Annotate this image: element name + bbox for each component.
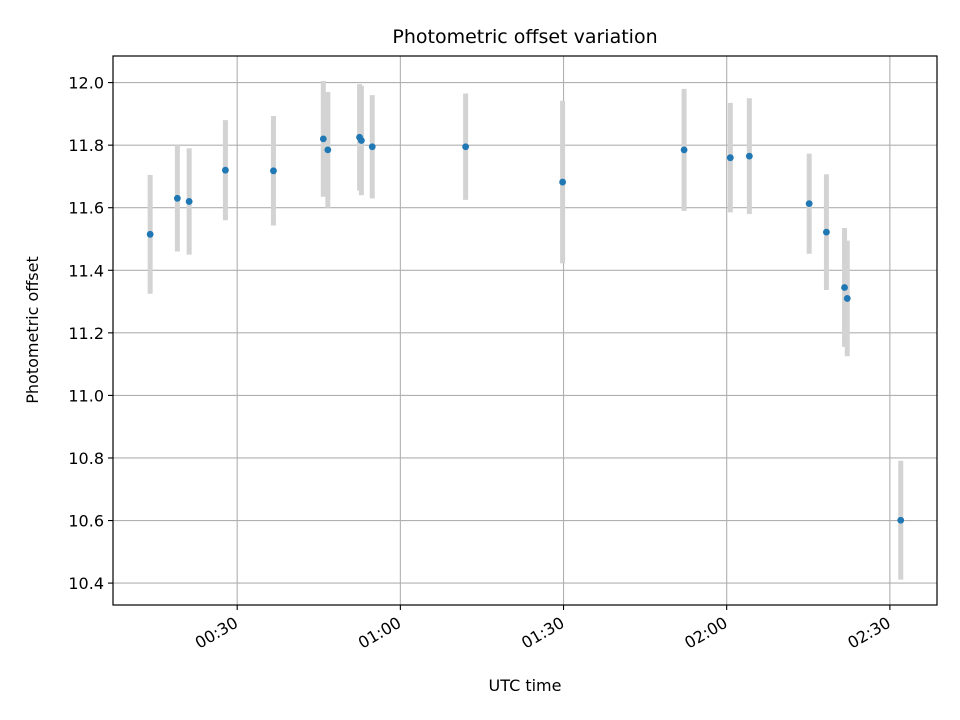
y-tick-label: 11.0 xyxy=(68,386,104,405)
data-point xyxy=(324,146,332,154)
x-axis-label: UTC time xyxy=(489,676,562,695)
x-tick-label: 01:00 xyxy=(355,613,404,653)
y-tick-label: 11.2 xyxy=(68,324,104,343)
x-tick-label: 02:30 xyxy=(844,613,893,653)
error-bars xyxy=(147,81,904,580)
y-axis-ticks: 10.4 10.6 10.8 11.0 11.2 11.4 11.6 11.8 12.0 xyxy=(68,74,113,593)
chart-title: Photometric offset variation xyxy=(392,26,657,48)
data-point xyxy=(745,152,753,160)
data-point xyxy=(185,198,193,205)
plot-frame xyxy=(112,55,938,606)
data-point xyxy=(726,154,734,162)
data-point xyxy=(680,146,688,154)
data-point xyxy=(146,230,154,238)
data-point xyxy=(319,135,327,143)
data-points xyxy=(146,133,905,524)
data-point xyxy=(559,178,567,186)
data-point xyxy=(805,200,813,208)
data-point xyxy=(270,167,277,175)
x-axis-ticks: 00:30 01:00 01:30 02:00 02:30 xyxy=(192,605,894,653)
data-point xyxy=(357,137,365,144)
data-point xyxy=(823,228,830,236)
y-tick-label: 10.4 xyxy=(68,574,104,593)
y-tick-label: 11.6 xyxy=(68,199,104,218)
y-tick-label: 10.8 xyxy=(68,449,104,468)
data-point xyxy=(843,295,851,302)
x-tick-label: 01:30 xyxy=(518,613,567,653)
data-point xyxy=(462,143,470,151)
y-tick-label: 12.0 xyxy=(68,74,104,93)
data-point xyxy=(897,516,905,524)
data-point xyxy=(222,166,229,174)
data-point xyxy=(368,143,376,151)
y-axis-label: Photometric offset xyxy=(23,256,42,404)
grid-lines xyxy=(113,56,937,605)
data-point xyxy=(841,284,848,291)
y-tick-label: 11.8 xyxy=(68,136,104,155)
data-point xyxy=(173,194,181,202)
y-tick-label: 10.6 xyxy=(68,512,104,531)
x-tick-label: 02:00 xyxy=(681,613,730,653)
x-tick-label: 00:30 xyxy=(192,613,241,653)
y-tick-label: 11.4 xyxy=(68,261,104,280)
